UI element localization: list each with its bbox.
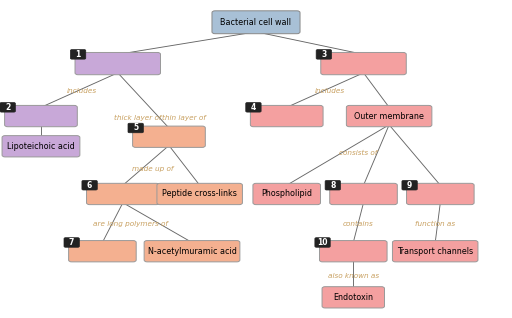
FancyBboxPatch shape [75,52,161,75]
FancyBboxPatch shape [319,240,387,262]
FancyBboxPatch shape [144,240,240,262]
Text: contains: contains [343,221,374,227]
Text: 7: 7 [69,238,74,247]
FancyBboxPatch shape [330,183,397,205]
Text: 3: 3 [321,50,327,59]
FancyBboxPatch shape [250,105,323,127]
Text: Outer membrane: Outer membrane [354,112,424,121]
FancyBboxPatch shape [5,105,77,127]
Text: Bacterial cell wall: Bacterial cell wall [221,18,291,27]
FancyBboxPatch shape [71,50,86,59]
FancyBboxPatch shape [157,183,243,205]
Text: thin layer of: thin layer of [162,114,206,121]
FancyBboxPatch shape [325,181,340,190]
Text: 1: 1 [75,50,81,59]
FancyBboxPatch shape [0,102,15,112]
Text: Phospholipid: Phospholipid [261,190,312,198]
Text: 5: 5 [133,123,138,133]
Text: thick layer of: thick layer of [114,114,161,121]
Text: 8: 8 [330,181,335,190]
Text: 4: 4 [251,103,256,112]
FancyBboxPatch shape [346,105,432,127]
FancyBboxPatch shape [315,238,330,247]
FancyBboxPatch shape [128,123,143,133]
Text: consists of: consists of [339,150,377,156]
Text: N-acetylmuramic acid: N-acetylmuramic acid [147,247,237,256]
Text: 6: 6 [87,181,92,190]
Text: 9: 9 [407,181,412,190]
FancyBboxPatch shape [87,183,159,205]
Text: Transport channels: Transport channels [397,247,473,256]
FancyBboxPatch shape [82,181,97,190]
FancyBboxPatch shape [322,287,385,308]
FancyBboxPatch shape [69,240,136,262]
FancyBboxPatch shape [2,135,80,157]
Text: Lipoteichoic acid: Lipoteichoic acid [7,142,75,151]
FancyBboxPatch shape [64,238,79,247]
Text: includes: includes [315,88,345,93]
FancyBboxPatch shape [321,52,407,75]
Text: Endotoxin: Endotoxin [333,293,373,302]
FancyBboxPatch shape [392,240,478,262]
Text: made up of: made up of [132,166,173,171]
FancyBboxPatch shape [212,11,300,34]
Text: 10: 10 [317,238,328,247]
Text: are long polymers of: are long polymers of [93,221,168,227]
FancyBboxPatch shape [133,126,205,148]
Text: function as: function as [415,221,455,227]
Text: also known as: also known as [328,273,379,279]
FancyBboxPatch shape [316,50,332,59]
FancyBboxPatch shape [246,102,261,112]
Text: Peptide cross-links: Peptide cross-links [162,190,237,198]
Text: 2: 2 [5,103,10,112]
Text: includes: includes [67,88,97,93]
FancyBboxPatch shape [402,181,417,190]
FancyBboxPatch shape [407,183,474,205]
FancyBboxPatch shape [253,183,321,205]
